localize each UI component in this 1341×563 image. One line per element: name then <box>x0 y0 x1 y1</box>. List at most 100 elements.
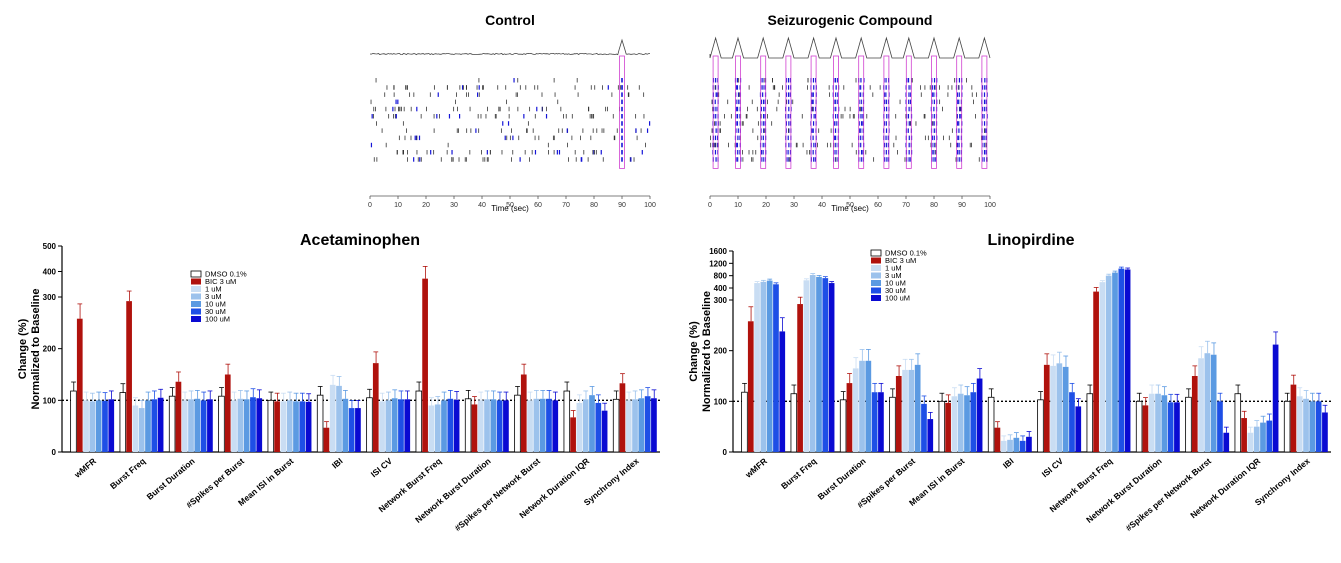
y-tick-label: 400 <box>714 284 728 293</box>
bar-6 <box>404 399 411 452</box>
bar-6 <box>828 283 835 452</box>
control-raster-plot: 0 10 20 30 40 50 60 70 80 90 100 <box>368 38 656 209</box>
bar-1 <box>1093 291 1099 452</box>
bar-5 <box>822 278 829 452</box>
bar-3 <box>385 400 392 452</box>
bar-0 <box>1185 396 1192 453</box>
bar-6 <box>108 399 115 452</box>
legend-swatch <box>190 270 202 278</box>
bar-4 <box>1161 395 1168 452</box>
bar-0 <box>839 399 847 453</box>
bar-0 <box>366 397 373 453</box>
bar-1 <box>1043 364 1050 452</box>
legend-swatch <box>871 287 881 294</box>
legend-swatch <box>191 316 201 322</box>
bar-4 <box>1210 354 1217 452</box>
legend-label: 1 uM <box>205 285 222 294</box>
linopirdine-bar-chart: 0 100 200 300 400 800 1200 1600 Change (%) Normal… <box>688 247 1331 533</box>
bar-3 <box>809 275 816 452</box>
bar-6 <box>1174 402 1180 452</box>
bar-2 <box>329 384 336 452</box>
bar-5 <box>1315 401 1322 452</box>
x-tick-label: ISI CV <box>1040 456 1065 480</box>
x-tick-label: wMFR <box>72 456 98 480</box>
bar-0 <box>612 398 620 453</box>
y-axis-label-2: Normalized to Baseline <box>30 288 42 409</box>
bar-2 <box>428 405 435 452</box>
bar-0 <box>741 391 748 453</box>
bar-0 <box>119 392 127 453</box>
bar-5 <box>398 399 404 452</box>
x-tick-label: 10 <box>394 202 402 209</box>
legend-label: 10 uM <box>885 279 906 288</box>
bar-2 <box>477 400 484 452</box>
x-tick-label: 30 <box>450 202 458 209</box>
x-tick-label: 40 <box>818 202 826 209</box>
bar-1 <box>570 417 576 452</box>
network-burst-box <box>833 55 839 169</box>
bar-0 <box>1037 399 1044 453</box>
legend-swatch <box>871 280 881 286</box>
y-tick-label: 100 <box>43 396 57 405</box>
bar-2 <box>1247 432 1254 452</box>
bar-1 <box>1241 418 1247 452</box>
y-tick-label: 200 <box>43 345 57 354</box>
bar-0 <box>168 395 176 453</box>
legend-swatch <box>191 308 201 315</box>
bar-4 <box>342 398 349 452</box>
bar-4 <box>1062 366 1069 452</box>
bar-6 <box>1272 344 1279 452</box>
bar-1 <box>1290 384 1297 452</box>
bar-4 <box>194 398 201 452</box>
legend-swatch <box>191 286 201 292</box>
bar-0 <box>316 394 324 453</box>
bar-2 <box>803 280 810 452</box>
bar-5 <box>1118 268 1125 452</box>
bar-1 <box>76 318 83 452</box>
y-tick-label: 300 <box>43 293 57 302</box>
bar-2 <box>1000 440 1007 452</box>
bar-5 <box>970 392 977 452</box>
bar-3 <box>138 408 145 452</box>
bar-2 <box>754 283 760 452</box>
bar-1 <box>520 374 527 452</box>
bar-0 <box>415 390 423 453</box>
y-tick-label: 0 <box>723 448 728 457</box>
legend-label: 3 uM <box>885 271 902 280</box>
bar-1 <box>175 381 182 452</box>
bar-1 <box>1191 376 1198 452</box>
bar-5 <box>1167 402 1174 452</box>
bar-5 <box>1069 392 1075 452</box>
bar-4 <box>243 399 250 452</box>
bar-4 <box>145 400 151 452</box>
bar-3 <box>1007 439 1013 452</box>
bar-5 <box>546 398 552 452</box>
network-burst-box <box>810 55 817 169</box>
network-burst-box <box>883 55 890 169</box>
bar-5 <box>200 400 207 452</box>
network-burst-box <box>735 55 741 169</box>
bar-4 <box>638 398 645 452</box>
bar-0 <box>938 400 946 453</box>
bar-3 <box>188 399 194 452</box>
x-tick-label: 90 <box>618 202 626 209</box>
x-tick-label: 80 <box>590 202 598 209</box>
bar-3 <box>859 360 865 452</box>
bar-3 <box>1056 363 1063 452</box>
bar-1 <box>895 376 902 452</box>
bar-1 <box>323 427 330 452</box>
bar-1 <box>747 321 754 452</box>
bar-4 <box>1260 422 1266 452</box>
bar-0 <box>1283 400 1291 453</box>
acetaminophen-chart-panel: Acetaminophen 0 100 200 300 400 500 Change (%)… <box>0 228 670 563</box>
bar-6 <box>503 400 509 452</box>
bar-0 <box>464 398 472 453</box>
bar-6 <box>878 392 884 452</box>
bar-2 <box>280 401 287 452</box>
legend-label: 3 uM <box>205 292 222 301</box>
seizure-raster-panel: Seizurogenic Compound 0 10 20 30 40 50 60 70 80 9… <box>700 0 1000 220</box>
bar-2 <box>527 400 533 452</box>
bar-3 <box>1204 353 1211 452</box>
seizure-xlabel: Time (sec) <box>831 204 869 213</box>
legend-label: BIC 3 uM <box>885 256 916 265</box>
